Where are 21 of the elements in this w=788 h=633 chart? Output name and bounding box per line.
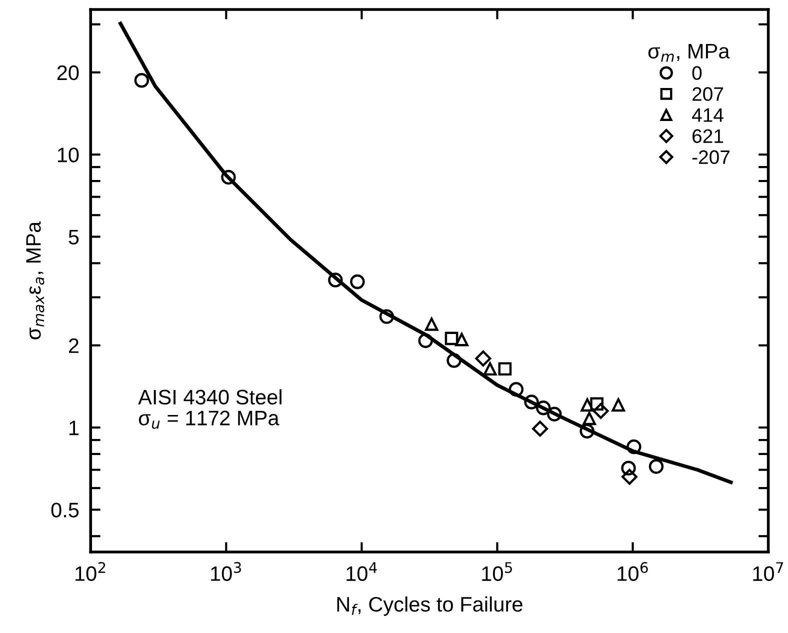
legend-label: 414 — [692, 108, 724, 122]
y-tick-label: 0.5 — [51, 502, 79, 518]
legend-title: σ$_{m}$, MPa — [648, 44, 730, 62]
x-tick-label: 10$^{6}$ — [618, 562, 648, 582]
legend-label: 621 — [692, 129, 724, 144]
y-tick-label: 1 — [70, 420, 78, 436]
y-tick-label: 10 — [58, 148, 79, 162]
x-tick-label: 10$^{7}$ — [753, 562, 784, 582]
x-tick-label: 10$^{3}$ — [211, 562, 241, 582]
x-tick-label: 10$^{4}$ — [346, 562, 377, 582]
legend-label: -207 — [692, 150, 730, 164]
y-tick-label: 2 — [68, 338, 78, 353]
y-tick-label: 5 — [68, 230, 79, 244]
x-tick-label: 10$^{2}$ — [76, 562, 106, 582]
legend-label: 207 — [692, 87, 724, 101]
y-axis-title: σ$_{max}$ε$_{a}$, MPa — [26, 221, 44, 340]
y-tick-label: 20 — [57, 65, 79, 80]
annotation: AISI 4340 Steel σ$_{u}$ = 1172 MPa — [138, 389, 282, 429]
x-tick-label: 10$^{5}$ — [482, 562, 512, 582]
legend-label: 0 — [692, 66, 702, 80]
x-axis-title: N$_{f}$, Cycles to Failure — [337, 596, 522, 616]
